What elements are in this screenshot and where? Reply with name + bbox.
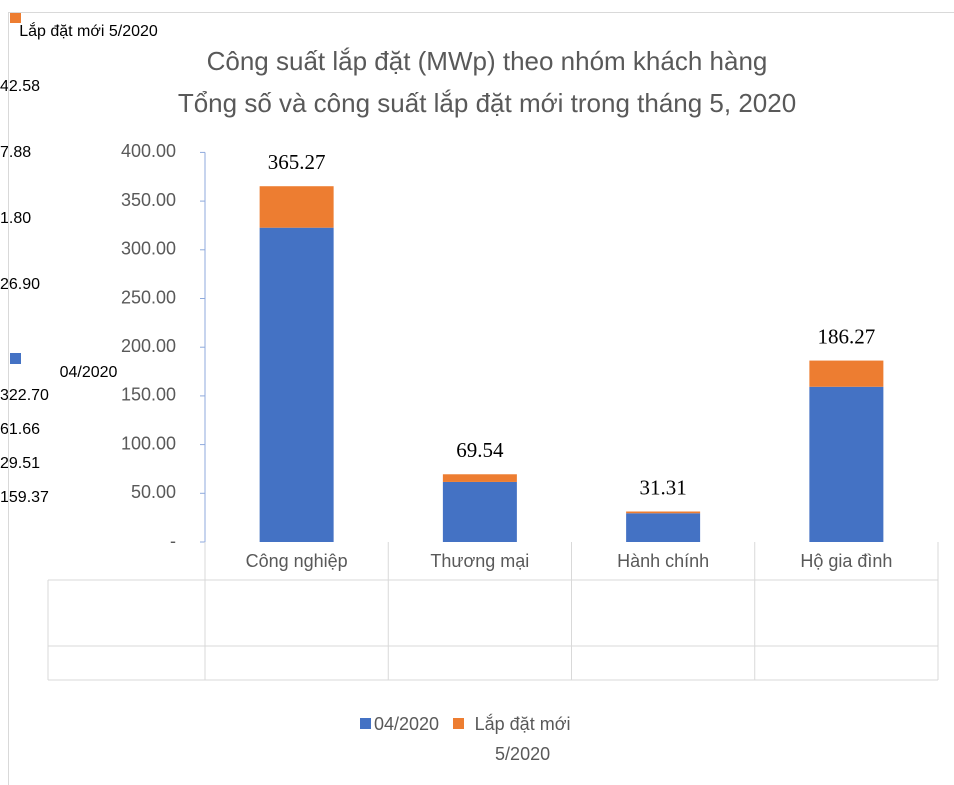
bar-segment xyxy=(626,513,700,542)
legend-item: 04/2020 xyxy=(360,709,439,739)
total-label: 31.31 xyxy=(640,475,687,499)
y-tick-label: 150.00 xyxy=(121,385,176,405)
legend-swatch xyxy=(453,718,464,729)
bar-segment xyxy=(443,474,517,482)
legend-item: Lắp đặt mới 5/2020 xyxy=(453,709,578,769)
bar-segment xyxy=(809,361,883,387)
y-tick-label: 250.00 xyxy=(121,287,176,307)
bar-segment xyxy=(260,228,334,542)
y-tick-label: 350.00 xyxy=(121,190,176,210)
legend-label: 04/2020 xyxy=(374,709,439,739)
chart-subtitle: Tổng số và công suất lắp đặt mới trong t… xyxy=(178,88,796,118)
total-label: 186.27 xyxy=(818,324,876,348)
total-label: 365.27 xyxy=(268,150,326,174)
bar-segment xyxy=(443,482,517,542)
chart: Công suất lắp đặt (MWp) theo nhóm khách … xyxy=(0,12,954,785)
bar-segment xyxy=(260,186,334,227)
y-tick-label: 200.00 xyxy=(121,336,176,356)
y-tick-label: - xyxy=(170,531,176,551)
legend-label: Lắp đặt mới 5/2020 xyxy=(467,709,578,769)
y-tick-label: 100.00 xyxy=(121,433,176,453)
page: Công suất lắp đặt (MWp) theo nhóm khách … xyxy=(0,12,954,785)
chart-title: Công suất lắp đặt (MWp) theo nhóm khách … xyxy=(207,46,768,76)
x-tick-label: Công nghiệp xyxy=(246,551,348,571)
bar-segment xyxy=(626,512,700,514)
y-tick-label: 400.00 xyxy=(121,141,176,161)
total-label: 69.54 xyxy=(456,438,504,462)
x-tick-label: Hành chính xyxy=(617,551,709,571)
bar-segment xyxy=(809,387,883,542)
x-tick-label: Hộ gia đình xyxy=(800,551,892,571)
x-tick-label: Thương mại xyxy=(430,551,529,571)
y-tick-label: 300.00 xyxy=(121,239,176,259)
legend-swatch xyxy=(360,718,371,729)
y-tick-label: 50.00 xyxy=(131,482,176,502)
legend: 04/2020 Lắp đặt mới 5/2020 xyxy=(360,709,660,769)
